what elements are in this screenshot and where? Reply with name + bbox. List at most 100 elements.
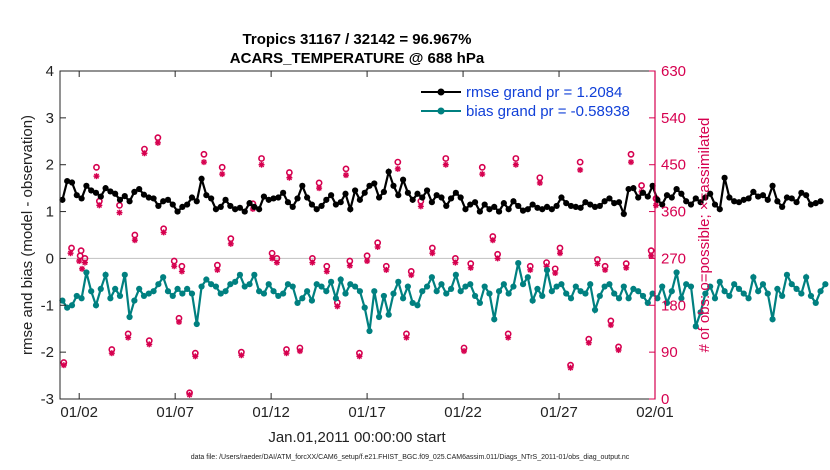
bias-point: [150, 288, 157, 295]
obs-assimilated-point: [567, 364, 574, 371]
rmse-point: [759, 192, 767, 199]
bias-point: [683, 281, 690, 288]
obs-assimilated-point: [383, 266, 390, 273]
rmse-point: [601, 198, 608, 205]
bias-point: [779, 292, 786, 300]
obs-assimilated-point: [607, 322, 614, 329]
rmse-point: [241, 208, 248, 215]
rmse-point: [83, 182, 90, 189]
bias-point: [227, 281, 234, 288]
bias-point: [486, 290, 493, 297]
rmse-point: [457, 194, 464, 201]
bias-point: [97, 285, 104, 292]
obs-assimilated-point: [200, 159, 207, 166]
obs-assimilated-point: [186, 391, 193, 398]
rmse-point: [414, 190, 421, 197]
bias-point: [591, 306, 599, 314]
bias-point: [798, 290, 805, 297]
bias-point: [707, 283, 714, 290]
obs-possible-point: [268, 249, 276, 257]
bias-point: [702, 290, 709, 297]
obs-assimilated-point: [577, 166, 584, 173]
bias-point: [582, 290, 589, 297]
rmse-point: [347, 206, 354, 213]
y-tick-label: -3: [41, 391, 54, 408]
bias-point: [409, 299, 416, 307]
bias-point: [447, 285, 455, 292]
rmse-point: [419, 194, 426, 201]
rmse-point: [164, 196, 172, 203]
bias-point: [529, 297, 536, 304]
bias-point: [241, 283, 248, 290]
rmse-point: [515, 202, 522, 210]
bias-point: [270, 288, 277, 295]
bias-point: [395, 278, 402, 285]
rmse-point: [169, 201, 176, 208]
bias-point: [313, 281, 320, 288]
legend-rmse-marker: [437, 88, 445, 96]
obs-assimilated-point: [323, 268, 330, 275]
bias-point: [803, 274, 810, 281]
bias-point: [769, 316, 776, 323]
bias-point: [342, 290, 349, 297]
bias-point: [625, 295, 632, 302]
rmse-point: [304, 194, 311, 201]
obs-possible-point: [178, 262, 186, 270]
bias-point: [553, 283, 560, 290]
rmse-point: [817, 198, 824, 205]
bias-point: [423, 283, 431, 290]
rmse-point: [572, 203, 579, 210]
bias-point: [217, 290, 224, 297]
obs-assimilated-point: [512, 161, 519, 168]
rmse-point: [539, 206, 546, 213]
y-tick-label-right: 90: [661, 344, 678, 361]
obs-assimilated-point: [154, 139, 161, 146]
series-layer: [59, 167, 829, 335]
y-tick-label: 4: [46, 63, 54, 80]
rmse-point: [476, 208, 483, 215]
rmse-point: [673, 185, 680, 193]
bias-point: [467, 281, 474, 288]
legend-box: [418, 80, 644, 124]
bias-point: [807, 292, 815, 300]
rmse-point: [587, 201, 594, 208]
bias-point: [414, 302, 421, 309]
bias-point: [745, 295, 752, 302]
rmse-point: [198, 175, 205, 182]
bias-point: [735, 285, 743, 292]
bias-point: [375, 313, 383, 321]
rmse-point: [97, 193, 104, 200]
obs-assimilated-point: [214, 266, 221, 273]
bias-point: [601, 283, 608, 290]
bias-point: [164, 288, 172, 295]
bias-point: [678, 295, 685, 302]
rmse-point: [361, 189, 368, 196]
bias-point: [280, 290, 287, 297]
bias-point: [577, 288, 584, 295]
bias-point: [404, 283, 411, 290]
bias-point: [126, 313, 133, 321]
bias-point: [788, 281, 795, 288]
bias-point: [121, 271, 128, 278]
obs-assimilated-point: [296, 348, 303, 355]
rmse-point: [275, 194, 282, 201]
chart-title: Tropics 31167 / 32142 = 96.967%: [243, 31, 472, 48]
bias-point: [59, 297, 66, 304]
rmse-point: [256, 206, 263, 213]
rmse-point: [222, 196, 229, 203]
x-tick-label: 01/27: [540, 404, 578, 421]
obs-assimilated-point: [536, 179, 543, 186]
rmse-point: [548, 206, 555, 213]
rmse-point: [332, 201, 340, 208]
bias-point: [83, 269, 90, 276]
bias-point: [160, 274, 167, 281]
bias-point: [390, 290, 397, 297]
rmse-point: [740, 196, 747, 203]
bias-point: [750, 274, 757, 281]
obs-possible-point: [227, 235, 235, 243]
obs-assimilated-point: [505, 334, 512, 341]
obs-assimilated-point: [316, 185, 323, 192]
bias-point: [371, 288, 378, 295]
bias-point: [793, 285, 800, 292]
rmse-point: [563, 200, 570, 207]
